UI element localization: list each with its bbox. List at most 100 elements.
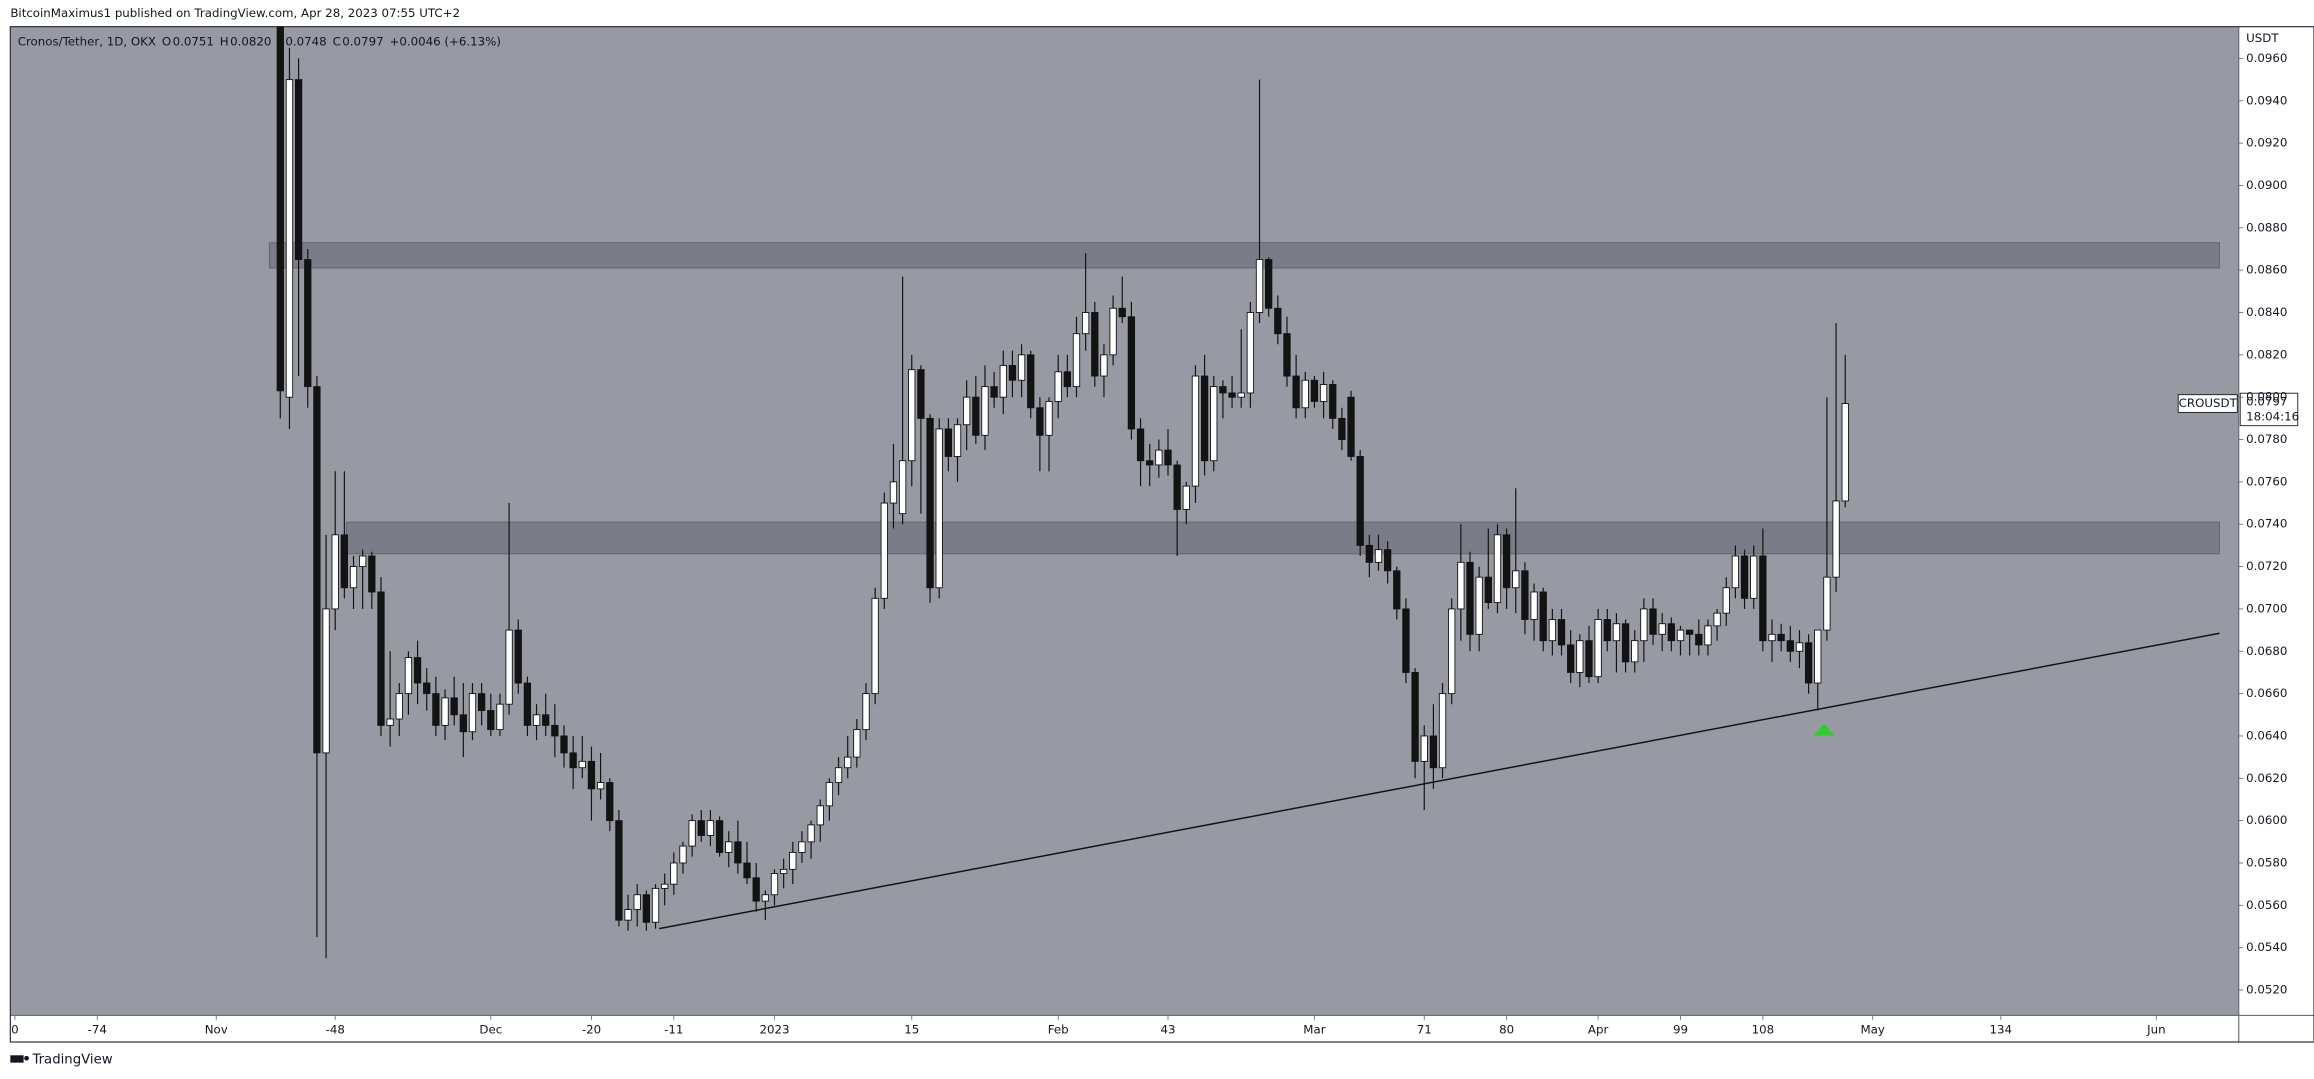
candle-body <box>1777 633 1785 642</box>
y-tick-label: 0.0660 <box>2246 686 2287 700</box>
y-tick-label: 0.0600 <box>2246 813 2287 827</box>
x-tick-label: Apr <box>1588 1023 1609 1037</box>
candle-body <box>1722 587 1730 614</box>
candle-body <box>322 608 330 754</box>
candle-body <box>697 820 705 836</box>
x-tick-label: 71 <box>1417 1023 1432 1037</box>
x-tick-label: 43 <box>1160 1023 1175 1037</box>
candle-body <box>331 534 339 610</box>
y-tick-label: 0.0880 <box>2246 220 2287 234</box>
candle-body <box>1219 386 1227 394</box>
candle-body <box>1347 396 1355 457</box>
candle-body <box>624 909 632 921</box>
x-tick-label: Jun <box>2146 1023 2165 1037</box>
candle-body <box>340 534 349 589</box>
legend-value: 0.0751 <box>173 34 214 48</box>
candle-body <box>1265 259 1273 309</box>
candle-body <box>1365 544 1373 563</box>
candle-body <box>496 703 504 731</box>
candle-body <box>1173 464 1181 510</box>
candle-body <box>1237 392 1245 398</box>
candle-body <box>935 428 943 589</box>
candle-body <box>606 782 614 822</box>
candle-body <box>468 693 477 733</box>
candle-body <box>1301 379 1309 409</box>
x-tick-label: 15 <box>904 1023 919 1037</box>
y-tick-label: 0.0940 <box>2246 93 2287 107</box>
currency-label: USDT <box>2246 31 2279 45</box>
legend-symbol: Cronos/Tether, 1D, OKX <box>18 34 156 48</box>
candle-body <box>1448 608 1456 695</box>
candle-body <box>953 424 962 457</box>
candle-body <box>1621 623 1630 663</box>
candle-body <box>1081 312 1090 335</box>
candle-body <box>1182 485 1190 510</box>
y-tick-label: 0.0740 <box>2246 517 2287 531</box>
candle-body <box>551 724 559 737</box>
y-tick-label: 0.0960 <box>2246 51 2287 65</box>
candle-body <box>1255 259 1264 313</box>
x-tick-label: Nov <box>205 1023 228 1037</box>
candle-body <box>441 697 449 726</box>
y-tick-label: 0.0780 <box>2246 432 2287 446</box>
x-tick-label: Mar <box>1303 1023 1325 1037</box>
candle-body <box>715 820 724 853</box>
publish-header: BitcoinMaximus1 published on TradingView… <box>10 6 460 20</box>
candle-body <box>670 862 678 885</box>
candle-body <box>834 767 843 783</box>
candle-body <box>1283 333 1291 377</box>
candle-body <box>752 877 760 902</box>
candle-body <box>1457 561 1465 610</box>
zone <box>268 242 2220 269</box>
x-tick-label: -20 <box>582 1023 601 1037</box>
candle-body <box>1200 375 1209 462</box>
candle-body <box>1164 449 1172 466</box>
y-tick-label: 0.0800 <box>2246 390 2287 404</box>
ticker-label: CROUSDT <box>2179 396 2238 410</box>
candle-body <box>743 862 751 879</box>
candle-body <box>1420 735 1428 762</box>
candle-body <box>1100 354 1108 377</box>
candle-body <box>1438 693 1447 769</box>
x-tick-label: Feb <box>1048 1023 1069 1037</box>
candle-body <box>798 841 806 853</box>
candle-body <box>1786 640 1794 652</box>
x-tick-label: 0 <box>11 1023 19 1037</box>
x-tick-label: Dec <box>479 1023 502 1037</box>
candle-body <box>395 693 403 720</box>
candle-body <box>377 591 385 726</box>
candle-body <box>1127 316 1136 430</box>
candle-body <box>1750 555 1758 599</box>
candle-body <box>661 883 669 889</box>
candle-body <box>1539 591 1547 642</box>
candle-body <box>1246 312 1255 394</box>
candle-body <box>1136 428 1145 462</box>
candle-body <box>1072 333 1081 388</box>
candle-body <box>1118 307 1126 318</box>
x-tick-label: -11 <box>664 1023 683 1037</box>
y-tick-label: 0.0860 <box>2246 263 2287 277</box>
candle-body <box>999 364 1007 398</box>
y-tick-label: 0.0620 <box>2246 771 2287 785</box>
legend-value: 0.0797 <box>342 34 383 48</box>
candle-body <box>642 894 651 923</box>
candle-body <box>1210 386 1218 462</box>
candle-body <box>889 481 898 504</box>
candle-body <box>871 597 879 695</box>
candle-body <box>917 369 925 419</box>
candle-body <box>990 386 998 398</box>
candle-body <box>1329 384 1337 419</box>
candle-body <box>679 845 687 864</box>
candle-body <box>908 369 916 462</box>
candle-body <box>1045 400 1053 436</box>
zone <box>345 521 2220 555</box>
candle-body <box>1658 623 1666 635</box>
candle-body <box>1640 608 1648 642</box>
candle-body <box>1768 633 1776 642</box>
candle-body <box>633 894 641 911</box>
legend-value: 0.0748 <box>285 34 326 48</box>
candle-body <box>926 417 934 589</box>
candle-body <box>1823 576 1831 631</box>
candle-body <box>423 682 431 695</box>
